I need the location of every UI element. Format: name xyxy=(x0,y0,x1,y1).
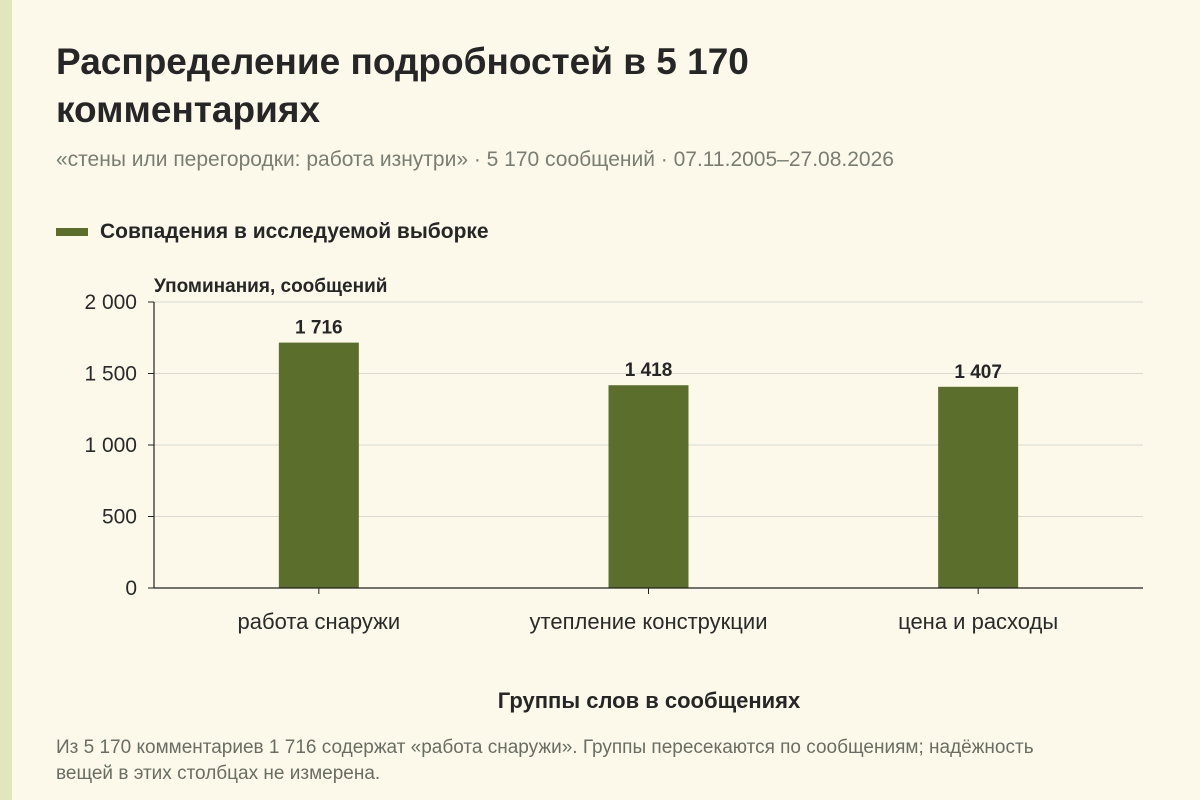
legend-swatch xyxy=(56,228,88,236)
legend: Совпадения в исследуемой выборке xyxy=(56,218,489,246)
footnote: Из 5 170 комментариев 1 716 содержат «ра… xyxy=(56,737,1034,784)
bar-value-label: 1 407 xyxy=(954,362,1002,383)
y-tick-label: 2 000 xyxy=(84,291,137,314)
chart-title: Распределение подробностей в 5 170 комме… xyxy=(56,41,749,130)
x-tick-label: работа снаружи xyxy=(238,609,401,634)
y-tick-label: 0 xyxy=(125,577,137,600)
labels: 0 500 1 000 1 500 2 000 1 716 работа снаружи 1 … xyxy=(84,291,1058,634)
bars xyxy=(278,342,1019,588)
bar-value-label: 1 716 xyxy=(295,318,343,339)
y-tick-label: 1 500 xyxy=(84,363,137,386)
legend-label: Совпадения в исследуемой выборке xyxy=(100,220,489,243)
x-tick-label: цена и расходы xyxy=(898,609,1058,634)
y-tick-label: 1 000 xyxy=(84,434,137,457)
side-stripe xyxy=(0,0,12,800)
axes xyxy=(148,301,1143,594)
y-axis-label: Упоминания, сообщений xyxy=(154,276,387,297)
bar xyxy=(608,385,689,588)
bar xyxy=(278,342,359,588)
y-tick-label: 500 xyxy=(102,506,137,529)
chart-subtitle: «стены или перегородки: работа изнутри» … xyxy=(56,148,894,171)
bar-value-label: 1 418 xyxy=(625,360,673,381)
x-axis-label: Группы слов в сообщениях xyxy=(498,688,801,713)
x-tick-label: утепление конструкции xyxy=(530,609,768,634)
bar xyxy=(938,386,1019,588)
